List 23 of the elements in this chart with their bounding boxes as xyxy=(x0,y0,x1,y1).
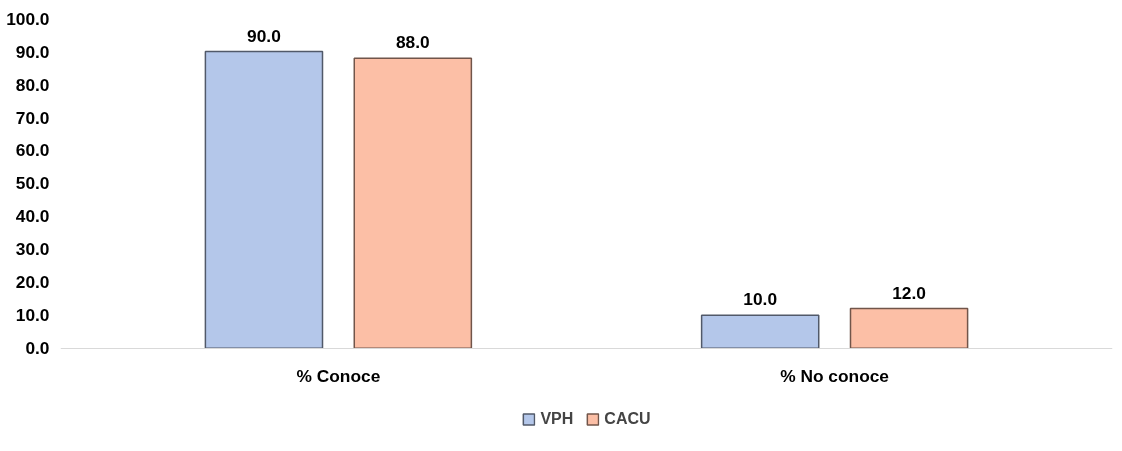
x-tick-label: % No conoce xyxy=(780,366,890,387)
y-tick-label: 70.0 xyxy=(15,107,50,128)
bar xyxy=(204,50,324,349)
y-tick-label: 90.0 xyxy=(15,41,50,62)
y-tick-label: 20.0 xyxy=(15,272,50,293)
y-tick-label: 100.0 xyxy=(6,8,50,29)
data-label: 12.0 xyxy=(892,282,926,303)
y-tick-label: 30.0 xyxy=(15,239,50,260)
legend-label: CACU xyxy=(604,410,651,428)
y-tick-label: 0.0 xyxy=(25,338,50,359)
y-tick-label: 50.0 xyxy=(15,173,50,194)
y-tick-label: 60.0 xyxy=(15,140,50,161)
data-label: 90.0 xyxy=(247,25,281,46)
x-tick-label: % Conoce xyxy=(296,366,381,387)
y-tick-label: 10.0 xyxy=(15,305,50,326)
y-tick-label: 80.0 xyxy=(15,74,50,95)
bar xyxy=(353,57,473,349)
legend-label: VPH xyxy=(540,410,574,428)
data-label: 10.0 xyxy=(743,289,778,310)
data-label: 88.0 xyxy=(395,32,430,53)
y-tick-label: 40.0 xyxy=(15,206,50,227)
bar xyxy=(849,307,969,349)
bar xyxy=(700,314,820,349)
